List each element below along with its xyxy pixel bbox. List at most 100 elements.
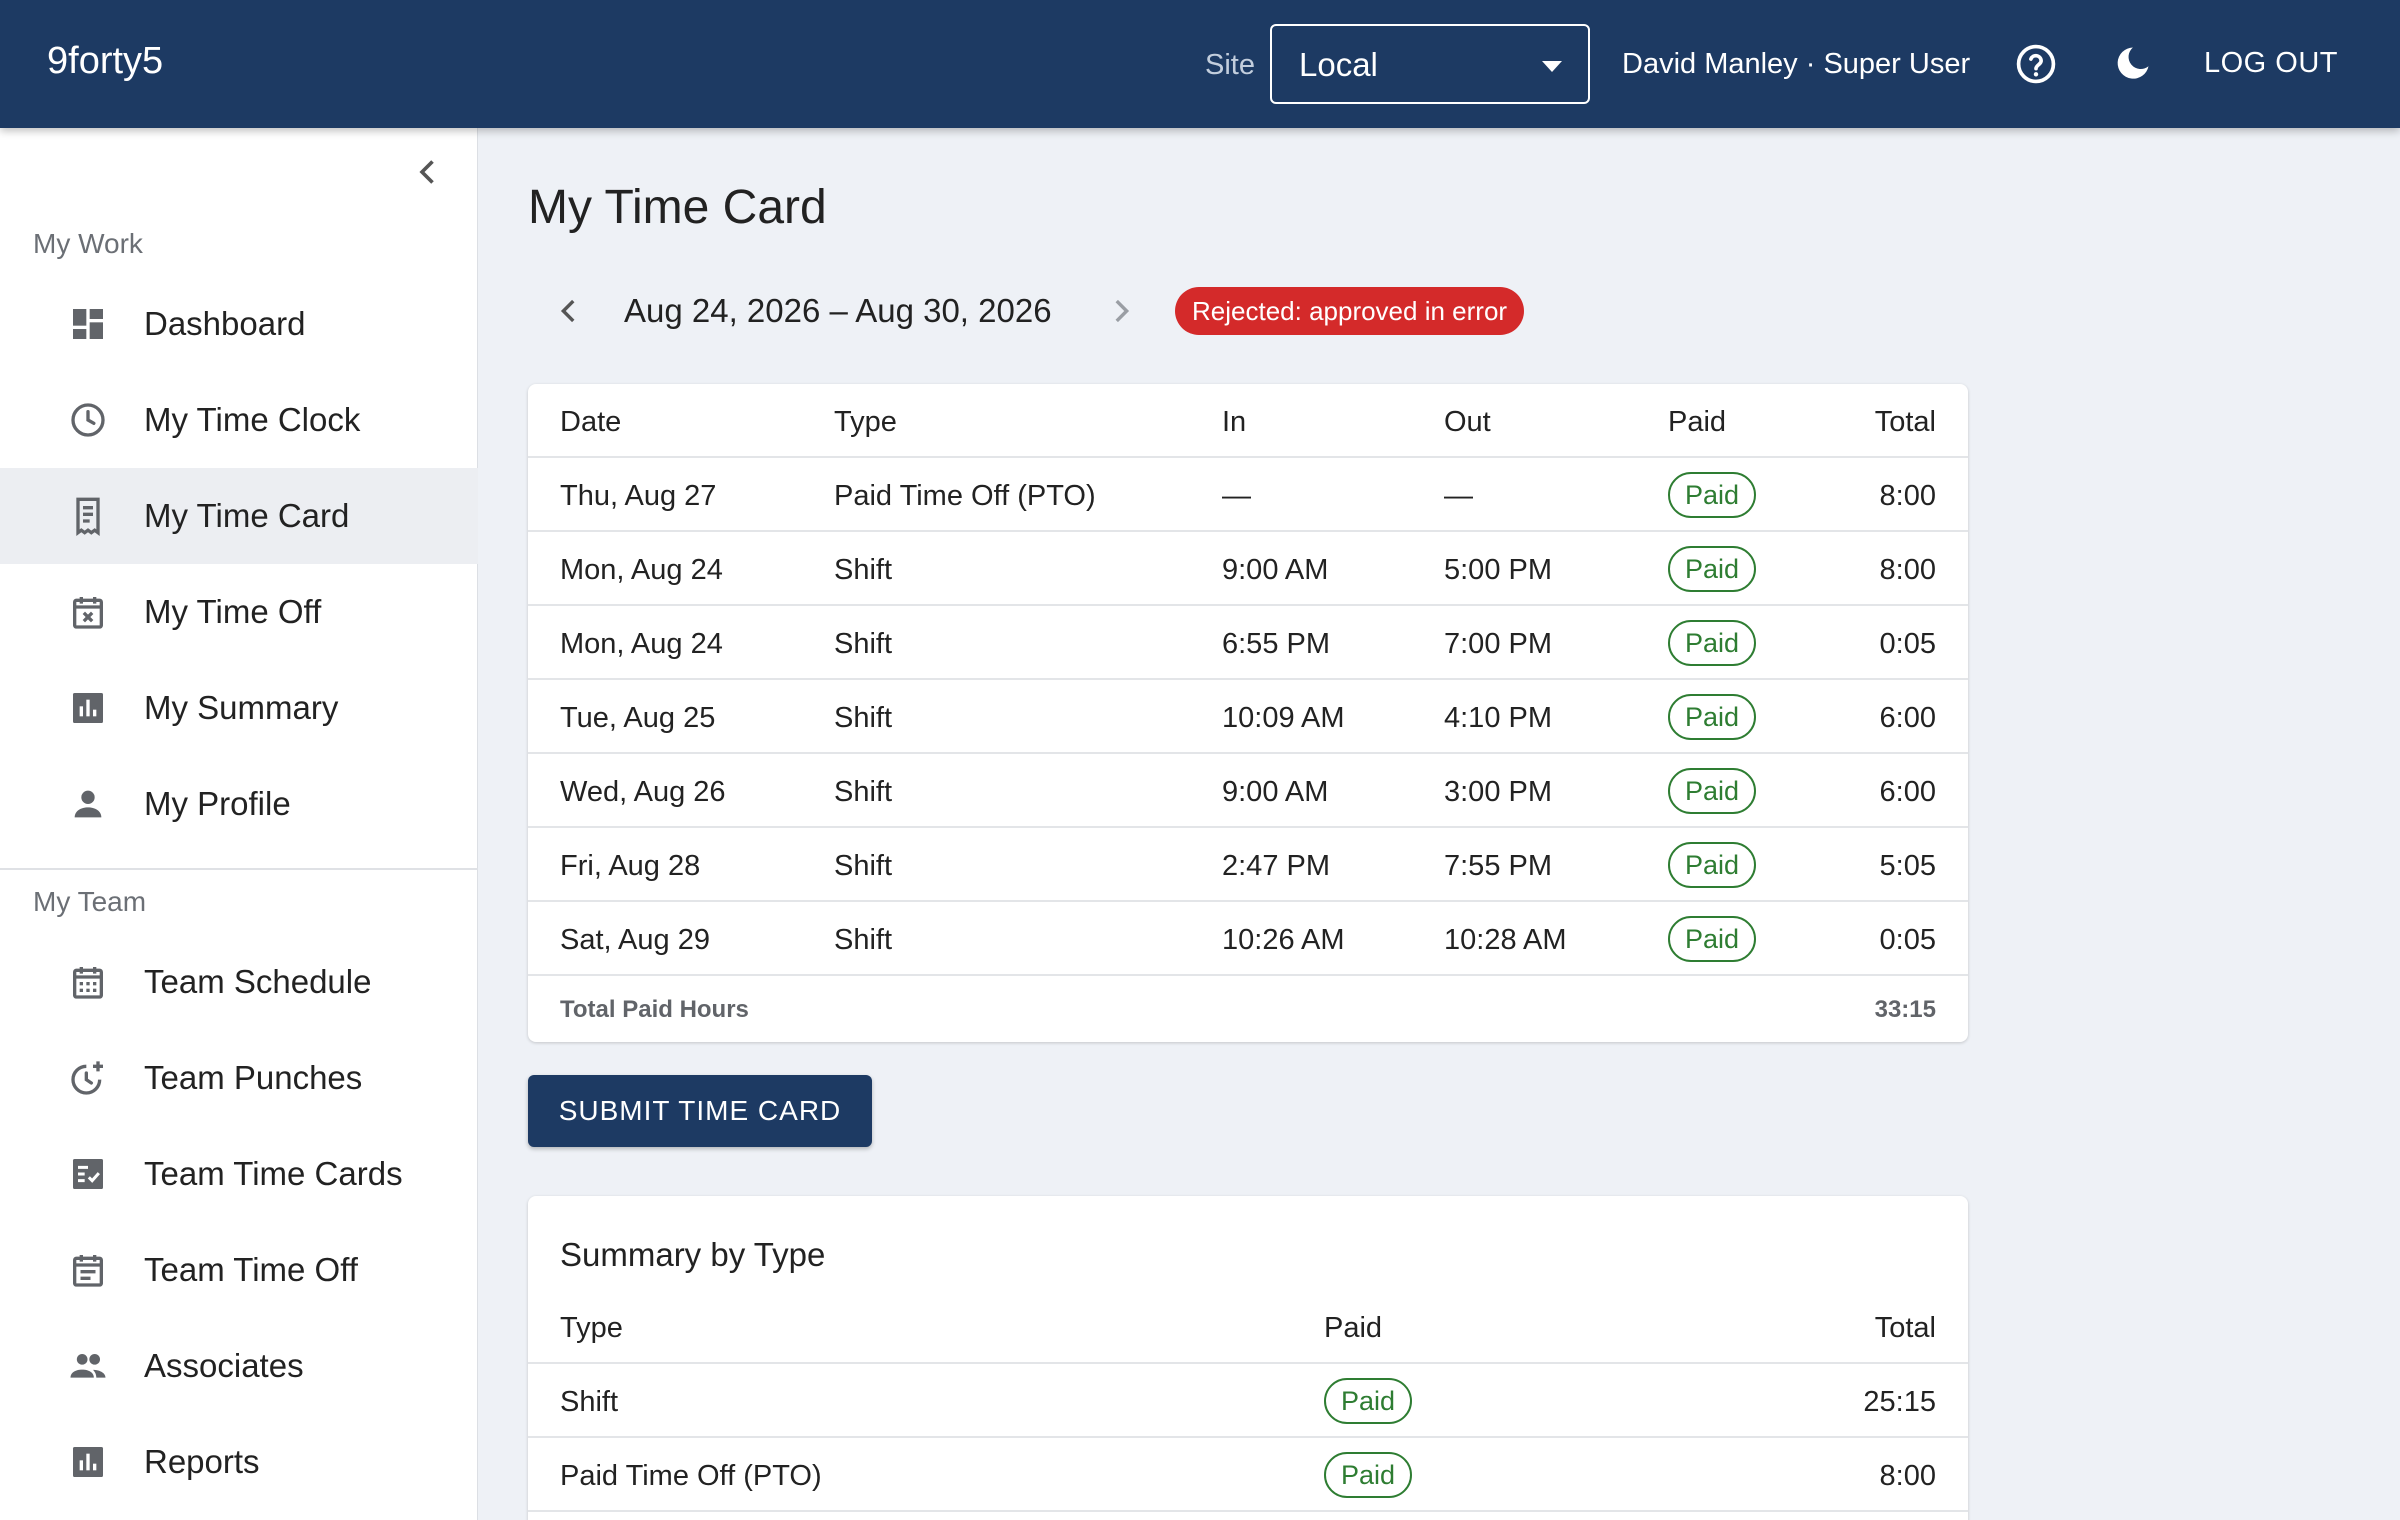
sidebar-item-team-time-cards[interactable]: Team Time Cards	[0, 1126, 478, 1222]
table-row[interactable]: Fri, Aug 28 Shift 2:47 PM 7:55 PM Paid 5…	[528, 828, 1968, 902]
paid-chip: Paid	[1668, 694, 1757, 740]
row-date: Thu, Aug 27	[560, 480, 717, 512]
row-in: 10:26 AM	[1222, 924, 1345, 956]
paid-chip: Paid	[1668, 620, 1757, 666]
total-paid-hours-label: Total Paid Hours	[560, 996, 749, 1023]
table-row[interactable]: Mon, Aug 24 Shift 9:00 AM 5:00 PM Paid 8…	[528, 532, 1968, 606]
row-total: 5:05	[1879, 850, 1936, 882]
total-paid-hours-value: 33:15	[1874, 996, 1936, 1023]
summary-header-paid: Paid	[1324, 1312, 1383, 1344]
sidebar-item-label: My Time Off	[144, 593, 322, 630]
brand-logo[interactable]: 9forty5	[47, 40, 164, 82]
caret-down-icon	[1542, 61, 1562, 72]
sidebar-item-label: My Summary	[144, 689, 339, 726]
help-circle-icon	[2016, 44, 2056, 84]
sidebar-item-my-summary[interactable]: My Summary	[0, 660, 478, 756]
sidebar-item-my-time-clock[interactable]: My Time Clock	[0, 372, 478, 468]
row-date: Wed, Aug 26	[560, 776, 726, 808]
sidebar-item-my-profile[interactable]: My Profile	[0, 756, 478, 852]
row-in: 9:00 AM	[1222, 554, 1329, 586]
logout-button[interactable]: LOG OUT	[2204, 47, 2339, 79]
summary-row: Shift Paid 25:15	[528, 1364, 1968, 1438]
row-date: Tue, Aug 25	[560, 702, 716, 734]
summary-header-total: Total	[1874, 1312, 1936, 1344]
sidebar-divider	[0, 868, 478, 870]
column-header-paid[interactable]: Paid	[1668, 406, 1727, 438]
chevron-right-icon	[1115, 299, 1130, 323]
summary-row-type: Paid Time Off (PTO)	[560, 1460, 822, 1492]
row-out: 10:28 AM	[1444, 924, 1567, 956]
checklist-icon	[73, 1159, 103, 1189]
sidebar-item-label: My Time Card	[144, 497, 350, 534]
paid-chip: Paid	[1324, 1452, 1413, 1498]
row-in: —	[1222, 480, 1251, 512]
table-row[interactable]: Wed, Aug 26 Shift 9:00 AM 3:00 PM Paid 6…	[528, 754, 1968, 828]
summary-title: Summary by Type	[560, 1236, 826, 1273]
calendar-grid-icon	[73, 967, 103, 999]
row-total: 6:00	[1879, 776, 1936, 808]
table-row[interactable]: Sat, Aug 29 Shift 10:26 AM 10:28 AM Paid…	[528, 902, 1968, 976]
chevron-left-icon	[419, 160, 434, 184]
table-row[interactable]: Thu, Aug 27 Paid Time Off (PTO) — — Paid…	[528, 458, 1968, 532]
row-type: Shift	[834, 702, 893, 734]
date-range: Aug 24, 2026 – Aug 30, 2026	[624, 292, 1052, 329]
person-icon	[74, 790, 102, 818]
dark-mode-toggle[interactable]	[2110, 42, 2154, 86]
table-row[interactable]: Tue, Aug 25 Shift 10:09 AM 4:10 PM Paid …	[528, 680, 1968, 754]
sidebar-collapse-button[interactable]	[410, 154, 446, 190]
clock-icon	[71, 403, 105, 437]
sidebar: My Work Dashboard My Time Clock My Time …	[0, 128, 478, 1520]
sidebar-item-label: My Time Clock	[144, 401, 361, 438]
sidebar-item-label: Team Time Cards	[144, 1155, 403, 1192]
site-label: Site	[1205, 49, 1255, 81]
paid-chip: Paid	[1668, 472, 1757, 518]
row-type: Shift	[834, 924, 893, 956]
submit-time-card-button[interactable]: SUBMIT TIME CARD	[528, 1075, 872, 1147]
row-out: 5:00 PM	[1444, 554, 1552, 586]
summary-header: Type Paid Total	[528, 1290, 1968, 1364]
sidebar-item-reports[interactable]: Reports	[0, 1414, 478, 1510]
paid-chip: Paid	[1668, 546, 1757, 592]
row-in: 10:09 AM	[1222, 702, 1345, 734]
sidebar-item-team-time-off[interactable]: Team Time Off	[0, 1222, 478, 1318]
sidebar-item-label: My Profile	[144, 785, 291, 822]
sidebar-item-dashboard[interactable]: Dashboard	[0, 276, 478, 372]
table-row[interactable]: Mon, Aug 24 Shift 6:55 PM 7:00 PM Paid 0…	[528, 606, 1968, 680]
sidebar-item-associates[interactable]: Associates	[0, 1318, 478, 1414]
sidebar-item-my-time-off[interactable]: My Time Off	[0, 564, 478, 660]
column-header-date[interactable]: Date	[560, 406, 622, 438]
column-header-type[interactable]: Type	[834, 406, 897, 438]
sidebar-item-label: Team Punches	[144, 1059, 363, 1096]
row-out: 7:55 PM	[1444, 850, 1552, 882]
sidebar-item-team-punches[interactable]: Team Punches	[0, 1030, 478, 1126]
row-in: 9:00 AM	[1222, 776, 1329, 808]
summary-row-total: 25:15	[1863, 1386, 1936, 1418]
row-total: 8:00	[1879, 554, 1936, 586]
sidebar-item-my-time-card[interactable]: My Time Card	[0, 468, 478, 564]
next-week-button[interactable]	[1104, 294, 1138, 328]
row-date: Mon, Aug 24	[560, 628, 723, 660]
column-header-out[interactable]: Out	[1444, 406, 1491, 438]
row-type: Shift	[834, 776, 893, 808]
sidebar-item-label: Team Schedule	[144, 963, 372, 1000]
site-select-value: Local	[1299, 46, 1378, 83]
calendar-lines-icon	[73, 1255, 103, 1287]
page-title: My Time Card	[528, 181, 827, 234]
column-header-total[interactable]: Total	[1874, 406, 1936, 438]
site-select[interactable]: Local	[1270, 24, 1590, 104]
row-date: Sat, Aug 29	[560, 924, 710, 956]
bar-chart-icon	[73, 1447, 103, 1477]
table-header: Date Type In Out Paid Total	[528, 384, 1968, 458]
row-total: 6:00	[1879, 702, 1936, 734]
help-button[interactable]	[2014, 42, 2058, 86]
row-total: 8:00	[1879, 480, 1936, 512]
sidebar-item-team-schedule[interactable]: Team Schedule	[0, 934, 478, 1030]
row-in: 6:55 PM	[1222, 628, 1330, 660]
row-total: 0:05	[1879, 628, 1936, 660]
sidebar-item-label: Dashboard	[144, 305, 306, 342]
summary-header-type: Type	[560, 1312, 623, 1344]
column-header-in[interactable]: In	[1222, 406, 1247, 438]
previous-week-button[interactable]	[552, 294, 586, 328]
bar-chart-icon	[73, 693, 103, 723]
paid-chip: Paid	[1668, 768, 1757, 814]
